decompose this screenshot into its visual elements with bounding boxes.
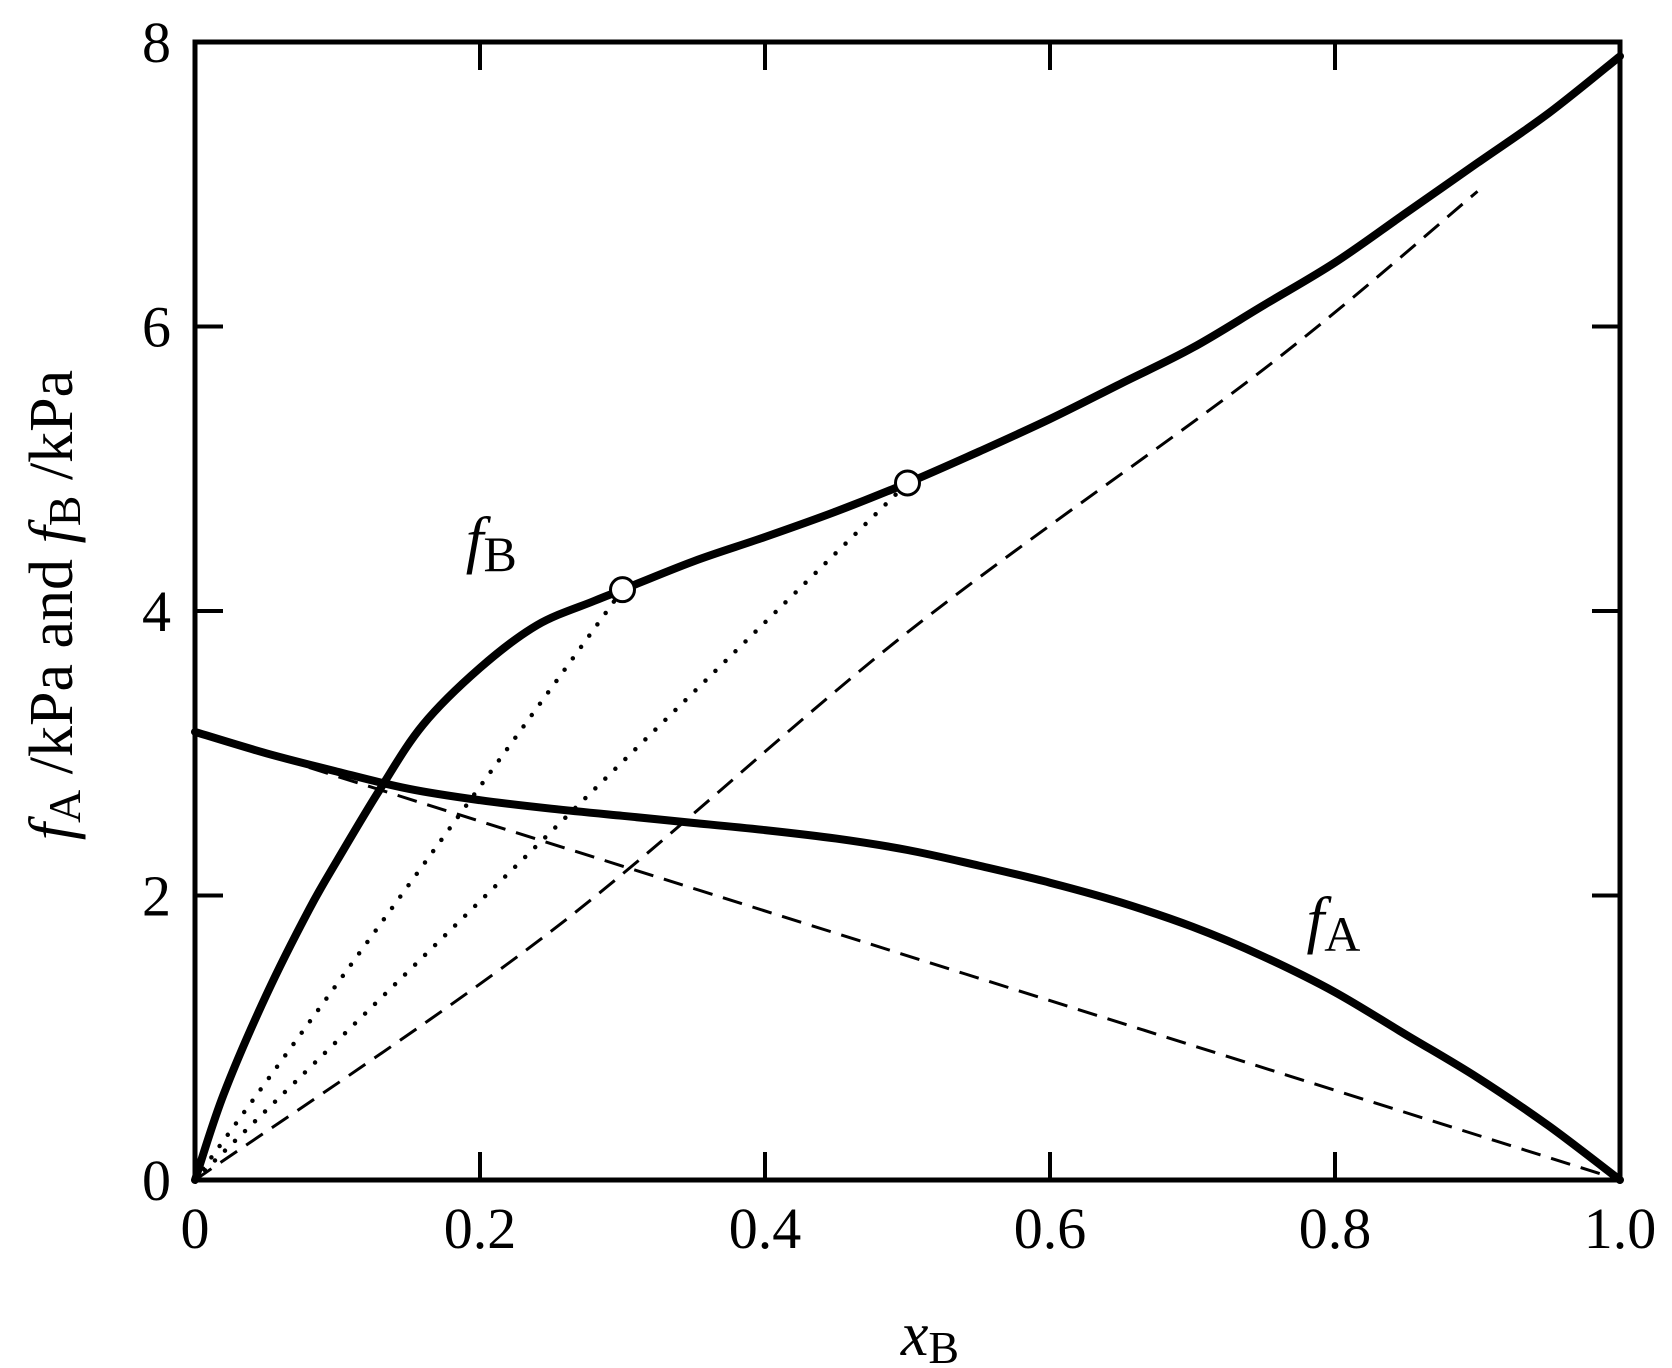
y-tick-label: 8	[142, 10, 171, 75]
x-tick-label: 0	[181, 1196, 210, 1261]
y-tick-label: 0	[142, 1148, 171, 1213]
series-label-fA: fA	[1307, 884, 1361, 962]
x-tick-label: 0.8	[1299, 1196, 1372, 1261]
markers	[609, 469, 921, 604]
x-tick-label: 0.4	[729, 1196, 802, 1261]
dashed-line-2	[308, 766, 1621, 1182]
open-circle-marker	[609, 576, 636, 604]
open-circle-marker	[894, 469, 921, 497]
y-tick-label: 2	[142, 864, 171, 929]
dotted-line-1	[192, 587, 625, 1183]
text-labels: fB fA	[466, 504, 1361, 962]
series-label-fB: fB	[466, 504, 517, 582]
series-line-fA	[191, 727, 1624, 1184]
dotted-line-2	[192, 480, 910, 1183]
x-tick-label: 1.0	[1584, 1196, 1657, 1261]
x-tick-label: 0.2	[444, 1196, 517, 1261]
x-tick-label: 0.6	[1014, 1196, 1087, 1261]
dashed-line-1	[194, 190, 1479, 1182]
axis-ticks: 0 0.2 0.4 0.6 0.8 1.0 0 2 4 6 8	[142, 10, 1656, 1261]
series-line-fB	[191, 52, 1624, 1184]
y-tick-label: 6	[142, 295, 171, 360]
plot-lines	[191, 52, 1624, 1184]
y-axis-title: fA /kPa and fB /kPa	[18, 370, 90, 840]
y-tick-label: 4	[142, 579, 171, 644]
x-axis-title: xB	[900, 1301, 959, 1368]
